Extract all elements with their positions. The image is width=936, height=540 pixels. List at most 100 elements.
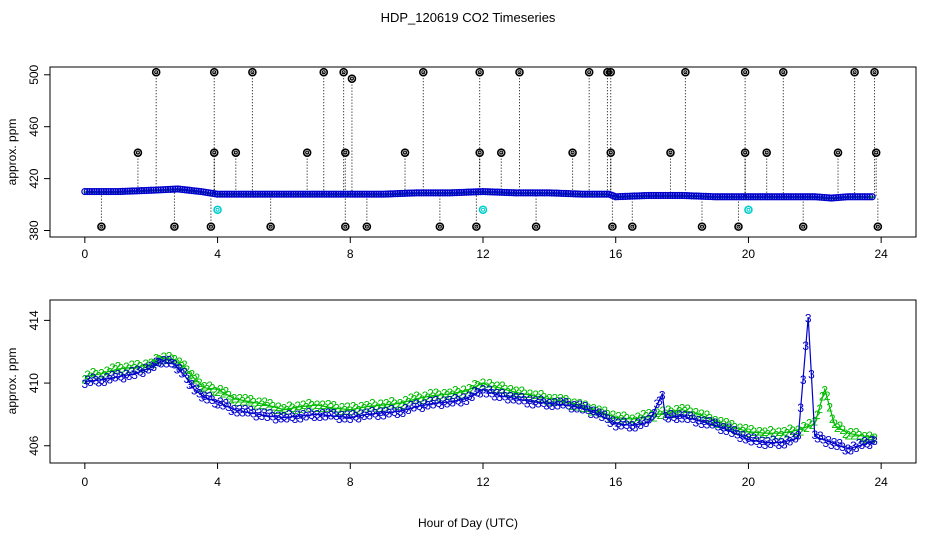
series-3-marker: 3 bbox=[427, 394, 434, 408]
baseline-point bbox=[773, 193, 781, 201]
bottom-x-tick-label: 12 bbox=[476, 475, 490, 489]
baseline-point bbox=[401, 189, 409, 197]
series-2-marker: 2 bbox=[657, 408, 664, 422]
baseline-point bbox=[562, 189, 570, 198]
baseline-point bbox=[462, 188, 471, 196]
baseline-point bbox=[213, 190, 222, 198]
series-2-marker: 2 bbox=[845, 429, 852, 443]
baseline-point bbox=[669, 191, 677, 200]
series-3-marker: 3 bbox=[480, 382, 487, 396]
top-x-tick-label: 8 bbox=[347, 247, 354, 261]
series-3-marker: 3 bbox=[717, 423, 724, 437]
top-y-axis-label: approx. ppm bbox=[5, 119, 19, 186]
series-3-marker: 3 bbox=[186, 378, 193, 392]
series-2-marker: 2 bbox=[585, 401, 592, 415]
series-3-marker: 3 bbox=[856, 436, 863, 450]
baseline-point bbox=[389, 190, 397, 198]
outlier-mid-point-inner bbox=[343, 150, 348, 155]
baseline-point bbox=[152, 186, 160, 194]
baseline-point bbox=[251, 190, 260, 198]
baseline-point bbox=[375, 190, 383, 198]
series-2-marker: 2 bbox=[679, 401, 686, 415]
baseline-point bbox=[868, 193, 876, 201]
series-2-marker: 2 bbox=[521, 387, 528, 401]
series-3-marker: 3 bbox=[196, 386, 203, 400]
series-3-marker: 3 bbox=[204, 392, 211, 406]
baseline-point bbox=[164, 185, 172, 194]
series-2-marker: 2 bbox=[486, 377, 493, 391]
series-2-marker: 2 bbox=[405, 395, 412, 409]
series-3-marker: 3 bbox=[701, 414, 708, 428]
series-3-marker: 3 bbox=[518, 390, 525, 404]
series-2-marker: 2 bbox=[842, 427, 849, 441]
series-2-marker: 2 bbox=[264, 399, 271, 413]
series-2-marker: 2 bbox=[134, 357, 141, 371]
baseline-point bbox=[453, 188, 461, 197]
baseline-point bbox=[171, 185, 179, 193]
series-3-marker: 3 bbox=[621, 415, 628, 429]
baseline-point bbox=[541, 189, 549, 197]
series-2-marker: 2 bbox=[204, 382, 211, 396]
series-2-marker: 2 bbox=[115, 359, 122, 373]
series-2-marker: 2 bbox=[137, 359, 144, 373]
series-2-marker: 2 bbox=[759, 427, 766, 441]
series-2-marker: 2 bbox=[209, 382, 216, 396]
baseline-point bbox=[842, 193, 850, 201]
series-3-marker: 3 bbox=[709, 418, 716, 432]
series-2-marker: 2 bbox=[684, 402, 691, 416]
outlier-high-point bbox=[870, 67, 879, 77]
series-2-marker: 2 bbox=[720, 418, 727, 432]
series-2-marker: 2 bbox=[452, 383, 459, 397]
series-2-marker: 2 bbox=[350, 400, 357, 414]
series-3-marker: 3 bbox=[871, 434, 878, 448]
flagged-point-inner bbox=[746, 207, 751, 212]
series-2-marker: 2 bbox=[634, 410, 641, 424]
series-3-marker: 3 bbox=[587, 407, 594, 421]
baseline-point bbox=[794, 193, 802, 201]
series-2-marker: 2 bbox=[123, 360, 130, 374]
baseline-point bbox=[446, 189, 454, 197]
series-3-marker: 3 bbox=[438, 398, 445, 412]
series-2-marker: 2 bbox=[214, 385, 221, 399]
series-3-marker: 3 bbox=[668, 408, 675, 422]
series-3-marker: 3 bbox=[767, 437, 774, 451]
series-3-marker: 3 bbox=[358, 407, 365, 421]
top-y-tick-label: 460 bbox=[27, 116, 41, 136]
series-3-marker: 3 bbox=[317, 410, 324, 424]
baseline-point bbox=[692, 192, 700, 200]
outlier-mid-point-inner bbox=[743, 150, 748, 155]
baseline-point bbox=[479, 187, 487, 196]
baseline-point bbox=[270, 190, 279, 198]
series-3-marker: 3 bbox=[278, 412, 285, 426]
series-3-marker: 3 bbox=[825, 433, 832, 447]
series-2-marker: 2 bbox=[181, 358, 188, 372]
baseline-point bbox=[403, 189, 411, 197]
outlier-mid-point bbox=[302, 148, 312, 157]
outlier-high-point-inner bbox=[341, 70, 346, 75]
baseline-point bbox=[854, 193, 862, 201]
baseline-point bbox=[796, 193, 805, 201]
baseline-point bbox=[443, 189, 452, 197]
series-3-marker: 3 bbox=[129, 365, 136, 379]
series-2-marker: 2 bbox=[234, 395, 241, 409]
series-3-marker: 3 bbox=[117, 369, 124, 383]
series-2-marker: 2 bbox=[261, 395, 268, 409]
series-3-marker: 3 bbox=[593, 408, 600, 422]
series-2-marker: 2 bbox=[668, 405, 675, 419]
series-3-marker: 3 bbox=[535, 397, 542, 411]
series-3-marker: 3 bbox=[499, 387, 506, 401]
baseline-point bbox=[785, 193, 793, 201]
series-3-marker: 3 bbox=[596, 406, 603, 420]
series-2-marker: 2 bbox=[527, 387, 534, 401]
baseline-point bbox=[711, 193, 719, 201]
outlier-high-point-inner bbox=[321, 70, 326, 75]
series-3-marker: 3 bbox=[104, 371, 111, 385]
series-2-marker: 2 bbox=[120, 364, 127, 378]
baseline-point bbox=[261, 190, 269, 198]
series-3-marker: 3 bbox=[115, 367, 122, 381]
baseline-point bbox=[569, 190, 577, 198]
series-3-marker: 3 bbox=[236, 403, 243, 417]
series-3-marker: 3 bbox=[579, 402, 586, 416]
outlier-high-point bbox=[339, 67, 348, 77]
top-x-tick-label: 24 bbox=[874, 247, 888, 261]
